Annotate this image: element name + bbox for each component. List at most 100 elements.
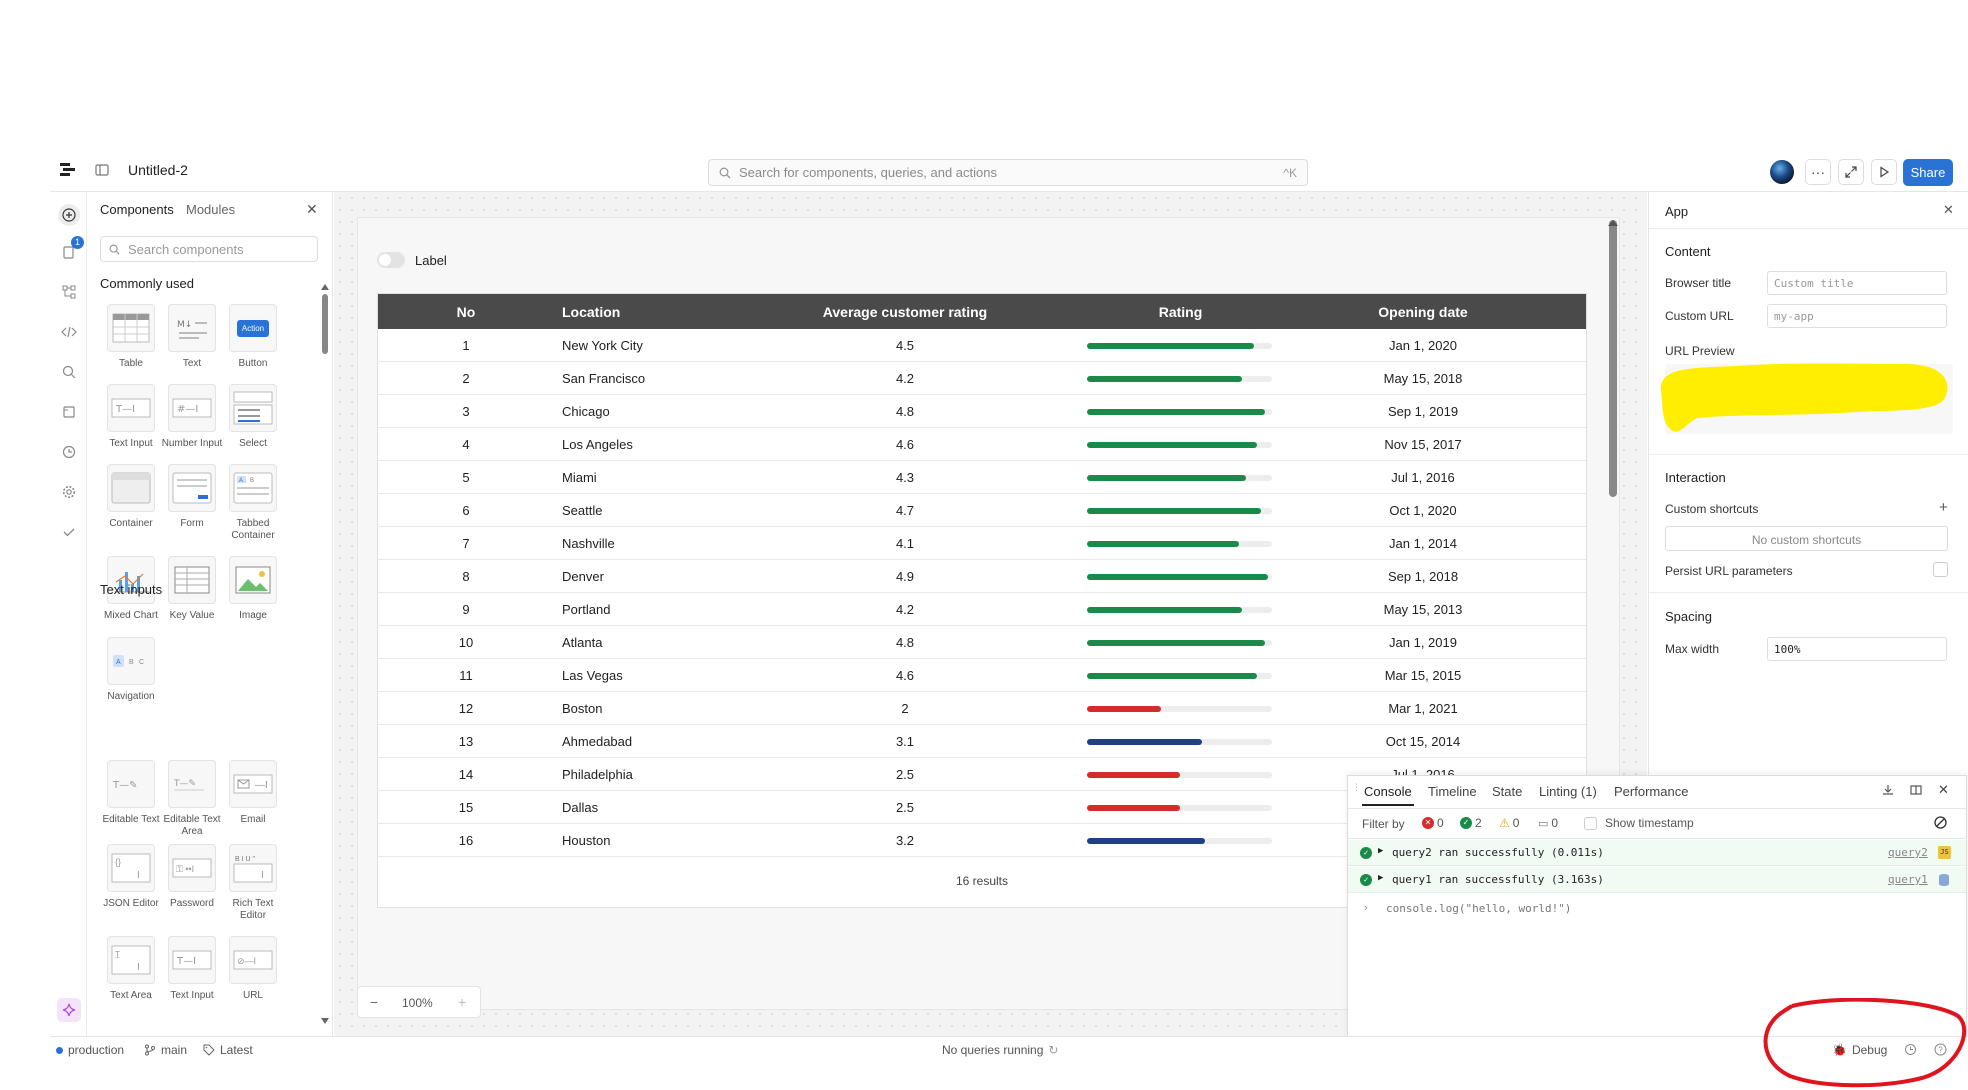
component-tile-text[interactable]: M↓ Text <box>161 304 223 370</box>
tab-timeline[interactable]: Timeline <box>1428 784 1477 799</box>
label-toggle[interactable]: Label <box>377 252 447 268</box>
component-tile-text-area[interactable]: T̲ I Text Area <box>100 936 162 1002</box>
refresh-icon[interactable]: ↻ <box>1048 1043 1059 1057</box>
filter-errors[interactable]: ✕ 0 <box>1422 816 1444 830</box>
table-row[interactable]: 10 Atlanta 4.8 Jan 1, 2019 <box>378 626 1586 659</box>
drag-handle-icon[interactable]: ⋮ <box>1352 782 1361 792</box>
tab-console[interactable]: Console <box>1364 784 1412 799</box>
more-options-button[interactable]: ··· <box>1805 159 1831 185</box>
component-tile-key-value[interactable]: Key Value <box>161 556 223 622</box>
panel-scrollbar[interactable] <box>321 284 329 1024</box>
filter-logs[interactable]: ▭ 0 <box>1538 816 1559 830</box>
component-tile-url[interactable]: ⊘—I URL <box>222 936 284 1002</box>
custom-url-input[interactable]: my-app <box>1767 304 1947 328</box>
component-tile-json-editor[interactable]: {} I JSON Editor <box>100 844 162 910</box>
component-tile-text-input[interactable]: T—I Text Input <box>100 384 162 450</box>
help-icon[interactable]: ? <box>1934 1043 1947 1056</box>
query1-link[interactable]: query1 <box>1888 873 1928 886</box>
table-row[interactable]: 6 Seattle 4.7 Oct 1, 2020 <box>378 494 1586 527</box>
column-header-location[interactable]: Location <box>562 304 621 320</box>
preview-button[interactable] <box>1871 159 1897 185</box>
component-tile-button[interactable]: Action Button <box>222 304 284 370</box>
zoom-in-button[interactable]: + <box>458 994 467 1010</box>
component-tile-text-input-2[interactable]: T—I Text Input <box>161 936 223 1002</box>
close-icon[interactable]: ✕ <box>306 201 318 217</box>
close-icon[interactable]: ✕ <box>1938 782 1949 797</box>
column-header-rating[interactable]: Rating <box>1158 304 1203 320</box>
component-tile-tabbed-container[interactable]: A B Tabbed Container <box>222 464 284 542</box>
tab-linting[interactable]: Linting (1) <box>1539 784 1597 799</box>
column-header-no[interactable]: No <box>456 304 476 320</box>
version-selector[interactable]: Latest <box>203 1043 253 1057</box>
table-row[interactable]: 15 Dallas 2.5 <box>378 791 1586 824</box>
table-row[interactable]: 1 New York City 4.5 Jan 1, 2020 <box>378 329 1586 362</box>
global-search-input[interactable]: Search for components, queries, and acti… <box>708 159 1308 186</box>
component-tile-select[interactable]: Select <box>222 384 284 450</box>
checkmark-icon[interactable] <box>59 522 79 542</box>
branch-selector[interactable]: main <box>144 1043 187 1057</box>
component-search-input[interactable]: Search components <box>100 236 318 262</box>
split-view-icon[interactable] <box>1910 784 1922 796</box>
max-width-input[interactable]: 100% <box>1767 637 1947 661</box>
scroll-up-icon[interactable] <box>1608 220 1618 226</box>
scroll-down-icon[interactable] <box>321 1018 329 1024</box>
component-tile-editable-text-area[interactable]: T—✎ Editable Text Area <box>161 760 223 838</box>
component-tile-number-input[interactable]: #—I Number Input <box>161 384 223 450</box>
fullscreen-button[interactable] <box>1838 159 1864 185</box>
console-log-entry[interactable]: ✓ ▶ query1 ran successfully (3.163s) que… <box>1348 867 1966 893</box>
table-row[interactable]: 5 Miami 4.3 Jul 1, 2016 <box>378 461 1586 494</box>
clear-console-icon[interactable] <box>1934 816 1947 829</box>
pages-icon[interactable]: 1 <box>59 236 84 262</box>
component-tile-editable-text[interactable]: T—✎ Editable Text <box>100 760 162 826</box>
state-icon[interactable] <box>59 402 79 422</box>
column-header-average-rating[interactable]: Average customer rating <box>822 304 988 320</box>
table-row[interactable]: 16 Houston 3.2 <box>378 824 1586 857</box>
browser-title-input[interactable]: Custom title <box>1767 271 1947 295</box>
table-row[interactable]: 12 Boston 2 Mar 1, 2021 <box>378 692 1586 725</box>
settings-gear-icon[interactable] <box>59 482 79 502</box>
debug-button[interactable]: 🐞 Debug <box>1832 1043 1888 1057</box>
table-row[interactable]: 3 Chicago 4.8 Sep 1, 2019 <box>378 395 1586 428</box>
table-row[interactable]: 8 Denver 4.9 Sep 1, 2018 <box>378 560 1586 593</box>
history-icon[interactable] <box>1904 1043 1917 1056</box>
table-row[interactable]: 13 Ahmedabad 3.1 Oct 15, 2014 <box>378 725 1586 758</box>
component-tile-container[interactable]: Container <box>100 464 162 530</box>
component-tile-image[interactable]: Image <box>222 556 284 622</box>
workflow-icon[interactable] <box>59 282 79 302</box>
code-icon[interactable] <box>59 322 79 342</box>
zoom-out-button[interactable]: − <box>370 994 379 1010</box>
query2-link[interactable]: query2 <box>1888 846 1928 859</box>
table-row[interactable]: 2 San Francisco 4.2 May 15, 2018 <box>378 362 1586 395</box>
environment-selector[interactable]: production <box>56 1043 124 1057</box>
filter-warnings[interactable]: ⚠ 0 <box>1499 816 1520 830</box>
tab-modules[interactable]: Modules <box>186 202 236 217</box>
expand-arrow-icon[interactable]: ▶ <box>1378 846 1384 856</box>
toggle-switch[interactable] <box>377 252 405 268</box>
add-component-icon[interactable] <box>58 204 80 226</box>
filter-success[interactable]: ✓ 2 <box>1460 816 1482 830</box>
table-row[interactable]: 11 Las Vegas 4.6 Mar 15, 2015 <box>378 659 1586 692</box>
console-input[interactable]: console.log("hello, world!") <box>1386 902 1572 915</box>
add-shortcut-icon[interactable]: + <box>1939 499 1948 516</box>
show-timestamp-toggle[interactable]: Show timestamp <box>1584 816 1694 830</box>
component-tile-form[interactable]: Form <box>161 464 223 530</box>
table-row[interactable]: 7 Nashville 4.1 Jan 1, 2014 <box>378 527 1586 560</box>
user-avatar[interactable] <box>1770 160 1794 184</box>
history-icon[interactable] <box>59 442 79 462</box>
search-icon[interactable] <box>59 362 79 382</box>
component-tile-email[interactable]: —I Email <box>222 760 284 826</box>
retool-logo-icon[interactable] <box>60 162 76 178</box>
zoom-level[interactable]: 100% <box>402 996 433 1010</box>
tab-performance[interactable]: Performance <box>1614 784 1689 799</box>
expand-arrow-icon[interactable]: ▶ <box>1378 873 1384 883</box>
canvas-scrollbar[interactable] <box>1609 220 1617 497</box>
column-header-opening-date[interactable]: Opening date <box>1378 304 1468 320</box>
table-row[interactable]: 9 Portland 4.2 May 15, 2013 <box>378 593 1586 626</box>
component-tile-table[interactable]: Table <box>100 304 162 370</box>
component-tile-navigation[interactable]: A B C Navigation <box>100 637 162 703</box>
component-tile-rich-text-editor[interactable]: B I U " I Rich Text Editor <box>222 844 284 922</box>
tab-state[interactable]: State <box>1492 784 1523 799</box>
share-button[interactable]: Share <box>1903 159 1953 186</box>
component-tile-mixed-chart[interactable]: Mixed Chart <box>100 556 162 622</box>
layout-panel-icon[interactable] <box>95 163 109 177</box>
